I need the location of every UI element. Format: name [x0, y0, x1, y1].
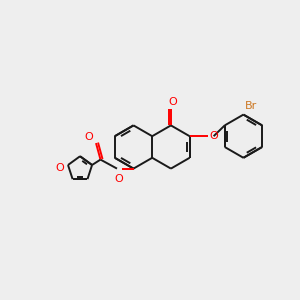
Text: O: O: [56, 163, 64, 173]
Text: O: O: [210, 130, 218, 141]
Text: O: O: [168, 98, 177, 107]
Text: O: O: [114, 174, 123, 184]
Text: Br: Br: [245, 101, 257, 111]
Text: O: O: [85, 132, 94, 142]
